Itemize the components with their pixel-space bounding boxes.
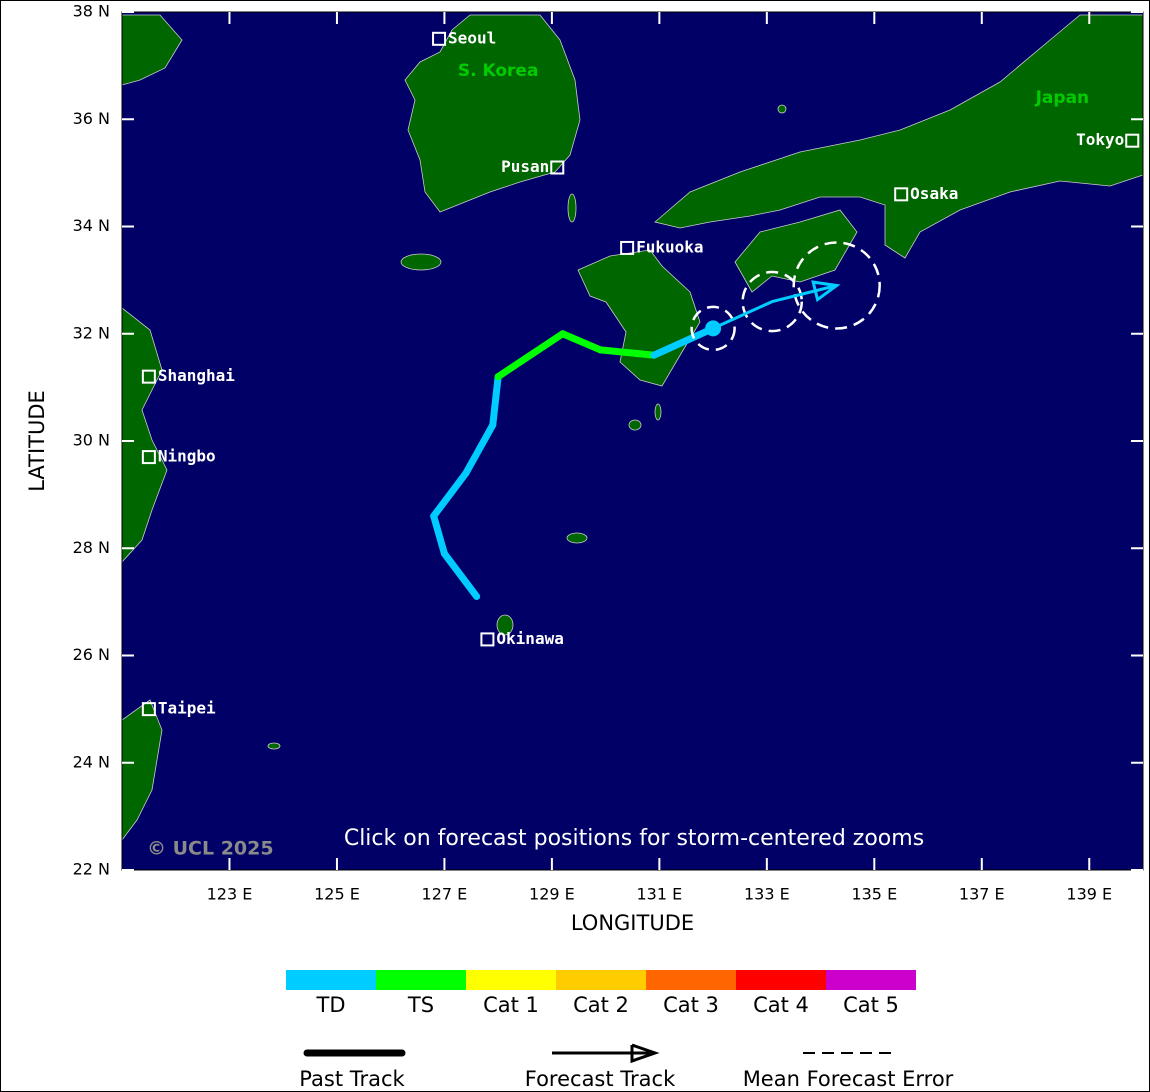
legend-category: Cat 1 bbox=[483, 993, 539, 1017]
city-marker bbox=[141, 702, 156, 717]
city-label: Ningbo bbox=[158, 447, 216, 466]
city-label: Shanghai bbox=[158, 366, 235, 385]
note: Click on forecast positions for storm-ce… bbox=[344, 826, 924, 851]
island bbox=[496, 614, 514, 636]
city-marker bbox=[480, 632, 495, 647]
track-segment bbox=[650, 324, 717, 359]
legend-swatch bbox=[736, 970, 826, 990]
forecast-arrowhead bbox=[811, 280, 841, 303]
legend-category: Cat 5 bbox=[843, 993, 899, 1017]
city-label: Fukuoka bbox=[636, 237, 703, 256]
copyright: © UCL 2025 bbox=[147, 838, 274, 860]
line-legend bbox=[303, 1043, 897, 1064]
city-marker bbox=[1125, 133, 1140, 148]
track-segment bbox=[494, 330, 567, 381]
lat-tick-label: 26 N bbox=[73, 645, 110, 664]
city-label: Osaka bbox=[910, 184, 958, 203]
legend-category: TS bbox=[407, 993, 434, 1017]
lon-tick-label: 129 E bbox=[529, 885, 575, 904]
lat-tick-label: 22 N bbox=[73, 860, 110, 879]
legend-category: Cat 2 bbox=[573, 993, 629, 1017]
legend-category: TD bbox=[316, 993, 346, 1017]
island bbox=[400, 253, 442, 271]
region-label: Japan bbox=[1035, 88, 1090, 108]
lon-tick-label: 133 E bbox=[744, 885, 790, 904]
city-marker bbox=[894, 187, 909, 202]
city-marker bbox=[141, 369, 156, 384]
track-segment bbox=[489, 373, 502, 429]
island bbox=[654, 403, 662, 421]
lat-tick-label: 32 N bbox=[73, 323, 110, 342]
legend-swatch bbox=[466, 970, 556, 990]
error-circle bbox=[690, 305, 736, 352]
city-marker bbox=[550, 160, 565, 175]
legend-swatch bbox=[646, 970, 736, 990]
current-position bbox=[705, 320, 722, 337]
island bbox=[567, 193, 577, 223]
lon-tick-label: 131 E bbox=[637, 885, 683, 904]
lat-tick-label: 36 N bbox=[73, 109, 110, 128]
lon-tick-label: 127 E bbox=[422, 885, 468, 904]
city-label: Seoul bbox=[448, 28, 496, 47]
city-label: Pusan bbox=[501, 157, 549, 176]
track-segment bbox=[596, 346, 658, 359]
error-circle[interactable] bbox=[792, 241, 881, 330]
track-segment bbox=[430, 469, 470, 520]
lat-tick-label: 34 N bbox=[73, 216, 110, 235]
island bbox=[628, 419, 642, 431]
track-segment bbox=[440, 550, 481, 601]
island bbox=[566, 532, 588, 544]
legend-line-label: Mean Forecast Error bbox=[743, 1067, 954, 1091]
island bbox=[267, 742, 281, 750]
city-label: Taipei bbox=[158, 699, 216, 718]
legend-swatch bbox=[376, 970, 466, 990]
track-segment bbox=[462, 421, 497, 477]
land bbox=[121, 14, 1144, 842]
lon-tick-label: 137 E bbox=[959, 885, 1005, 904]
lat-tick-label: 30 N bbox=[73, 431, 110, 450]
legend-swatch bbox=[286, 970, 376, 990]
city-label: Okinawa bbox=[496, 629, 563, 648]
track-segment bbox=[430, 512, 448, 558]
lat-tick-label: 28 N bbox=[73, 538, 110, 557]
error-circle[interactable] bbox=[741, 270, 804, 333]
region-label: S. Korea bbox=[458, 61, 539, 81]
legend-arrowhead bbox=[630, 1043, 660, 1064]
city-marker bbox=[620, 240, 635, 255]
x-axis-label: LONGITUDE bbox=[571, 911, 694, 935]
legend-swatch bbox=[556, 970, 646, 990]
city-marker bbox=[141, 450, 156, 465]
legend-line-label: Forecast Track bbox=[525, 1067, 676, 1091]
lon-tick-label: 135 E bbox=[851, 885, 897, 904]
lon-tick-label: 139 E bbox=[1066, 885, 1112, 904]
y-axis-label: LATITUDE bbox=[25, 390, 49, 492]
legend-line-label: Past Track bbox=[299, 1067, 405, 1091]
land-mass bbox=[654, 14, 1144, 259]
lat-tick-label: 24 N bbox=[73, 752, 110, 771]
land-mass bbox=[734, 209, 858, 293]
lat-tick-label: 38 N bbox=[73, 2, 110, 21]
track-segment bbox=[559, 330, 604, 354]
city-label: Tokyo bbox=[1076, 130, 1124, 149]
legend-category: Cat 4 bbox=[753, 993, 809, 1017]
city-marker bbox=[432, 31, 447, 46]
lon-tick-label: 123 E bbox=[207, 885, 253, 904]
legend-swatch bbox=[826, 970, 916, 990]
legend-category: Cat 3 bbox=[663, 993, 719, 1017]
island bbox=[777, 104, 787, 114]
lon-tick-label: 125 E bbox=[314, 885, 360, 904]
